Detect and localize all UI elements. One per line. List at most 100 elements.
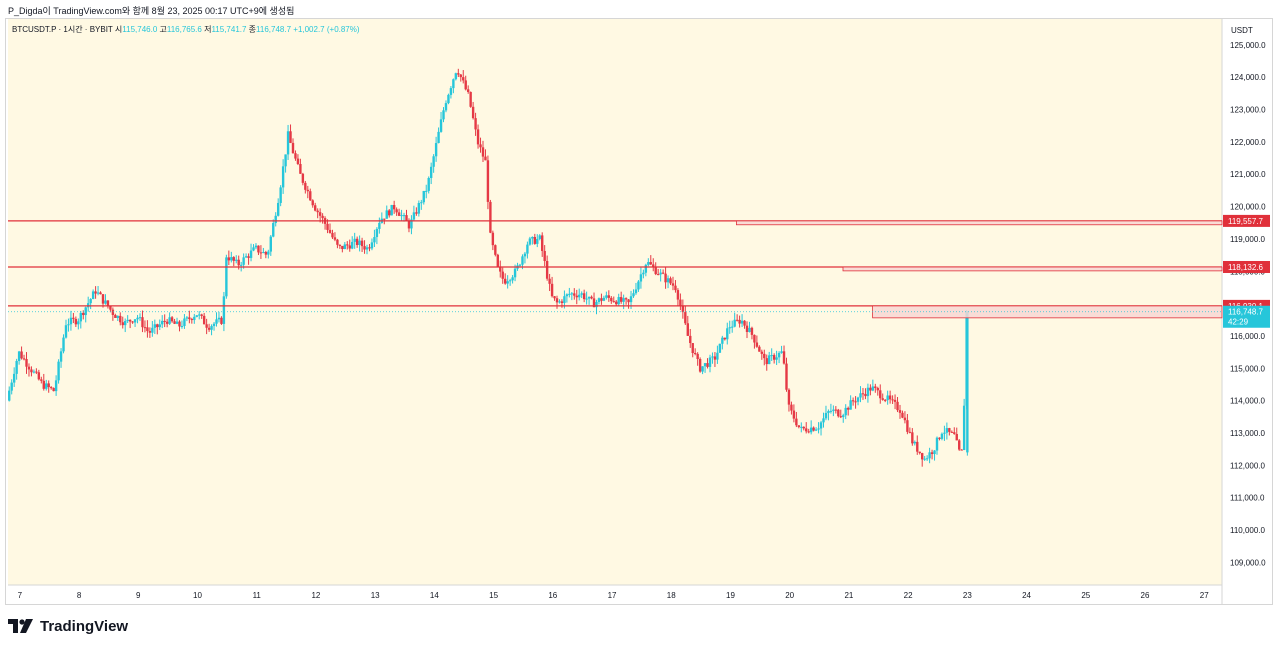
- candle-body: [693, 353, 697, 355]
- candle-body: [351, 241, 354, 249]
- y-tick-label: 123,000.0: [1230, 106, 1266, 115]
- candle-body: [856, 397, 860, 402]
- candle-body: [437, 131, 440, 144]
- candle-body: [306, 189, 309, 192]
- candle-body: [629, 296, 633, 303]
- candle-body: [267, 251, 270, 255]
- candle-body: [597, 298, 601, 302]
- current-price-tag: [1223, 305, 1270, 328]
- y-tick-label: 116,000.0: [1230, 332, 1266, 341]
- candle-body: [358, 240, 361, 245]
- candle-body: [859, 393, 862, 398]
- candle-body: [772, 355, 776, 360]
- candle-body: [333, 237, 337, 240]
- candle-body: [42, 380, 45, 389]
- candle-body: [706, 363, 709, 367]
- candle-body: [331, 232, 334, 238]
- candle-body: [508, 280, 512, 282]
- candle-body: [716, 352, 719, 360]
- candle-body: [617, 297, 620, 305]
- candle-body: [812, 427, 815, 431]
- tradingview-brand[interactable]: TradingView: [40, 617, 129, 635]
- candle-body: [689, 335, 692, 344]
- candle-body: [462, 77, 465, 81]
- y-tick-label: 114,000.0: [1230, 397, 1266, 406]
- candle-body: [272, 223, 275, 237]
- candle-body: [163, 320, 166, 322]
- candle-body: [383, 218, 386, 220]
- candle-body: [538, 235, 541, 239]
- candle-body: [933, 450, 936, 455]
- x-tick-label: 13: [371, 591, 380, 600]
- x-tick-label: 27: [1200, 591, 1209, 600]
- candle-body: [780, 351, 783, 353]
- candle-body: [321, 215, 324, 219]
- candle-body: [491, 232, 495, 246]
- candle-body: [158, 324, 161, 328]
- candle-body: [346, 244, 349, 246]
- candle-body: [528, 238, 532, 245]
- candle-body: [151, 327, 154, 333]
- candle-body: [671, 283, 675, 286]
- candle-body: [309, 191, 312, 201]
- candle-body: [262, 251, 265, 253]
- x-tick-label: 19: [726, 591, 735, 600]
- candle-body: [679, 299, 682, 306]
- candle-body: [343, 244, 347, 250]
- candle-body: [795, 418, 798, 426]
- candle-body: [294, 153, 297, 159]
- candle-body: [560, 301, 564, 304]
- resistance-zone: [736, 220, 1223, 226]
- candle-body: [721, 337, 724, 344]
- candle-body: [950, 431, 954, 433]
- candle-body: [642, 272, 645, 275]
- candle-body: [903, 417, 907, 421]
- candle-body: [188, 317, 191, 320]
- candle-body: [402, 215, 406, 217]
- candle-body: [782, 351, 786, 364]
- candle-body: [373, 237, 376, 243]
- candle-body: [471, 106, 475, 119]
- y-tick-label: 113,000.0: [1230, 429, 1266, 438]
- candle-body: [217, 317, 221, 320]
- candle-body: [846, 407, 850, 410]
- candle-body: [605, 295, 608, 298]
- legend-part: 저: [204, 25, 211, 34]
- candle-body: [464, 80, 467, 90]
- candle-body: [585, 298, 588, 300]
- x-tick-label: 22: [904, 591, 913, 600]
- candle-body: [940, 433, 944, 439]
- candle-body: [205, 324, 208, 328]
- legend-part: 116,748.7: [256, 25, 293, 34]
- candle-body: [580, 293, 583, 295]
- candle-body: [861, 393, 865, 395]
- candle-body: [684, 312, 687, 324]
- candle-body: [876, 388, 879, 391]
- candle-body: [425, 190, 428, 192]
- candle-body: [817, 428, 820, 430]
- candle-body: [284, 154, 287, 167]
- candle-body: [104, 300, 107, 304]
- candle-body: [745, 325, 749, 332]
- candle-body: [466, 89, 470, 92]
- candle-body: [809, 427, 813, 433]
- candle-body: [454, 73, 458, 80]
- candle-body: [434, 143, 438, 157]
- candle-body: [738, 319, 741, 324]
- candle-body: [269, 236, 272, 252]
- y-tick-label: 111,000.0: [1230, 494, 1265, 503]
- candle-body: [185, 317, 189, 319]
- candle-body: [86, 303, 90, 308]
- candle-body: [469, 91, 472, 107]
- candle-body: [501, 271, 504, 279]
- candle-body: [476, 129, 480, 145]
- candle-body: [259, 252, 263, 254]
- candle-body: [412, 212, 416, 220]
- candle-body: [958, 440, 961, 450]
- candle-body: [503, 278, 507, 284]
- candle-body: [449, 88, 453, 95]
- candle-body: [844, 407, 847, 416]
- candle-body: [131, 321, 134, 323]
- candle-body: [726, 328, 729, 340]
